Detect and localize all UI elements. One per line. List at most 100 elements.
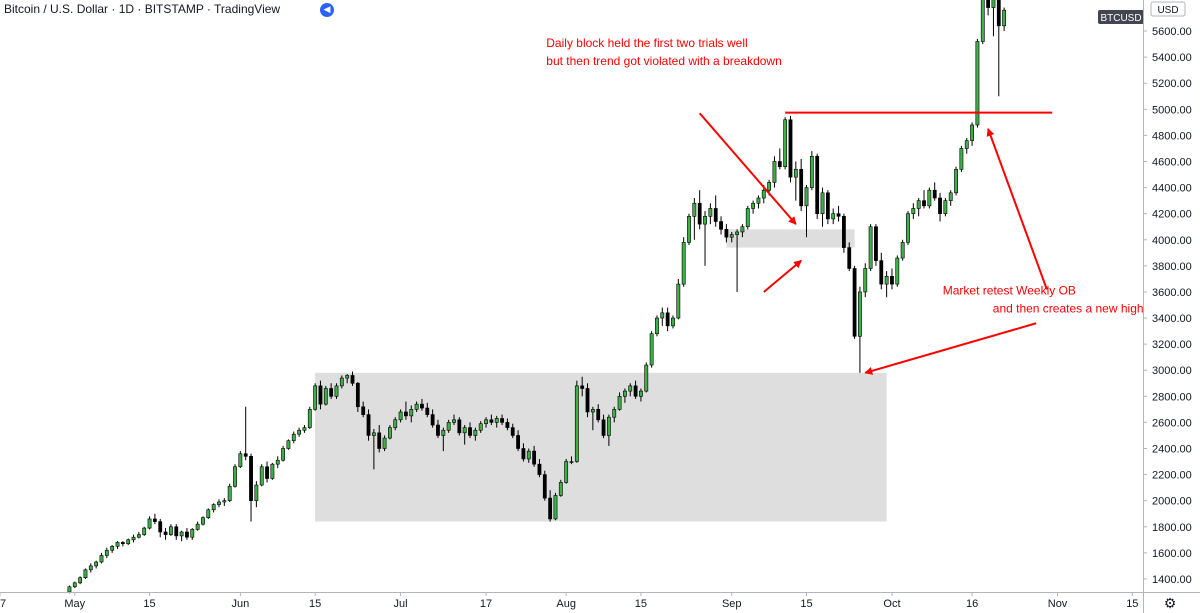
candle-body bbox=[564, 461, 569, 483]
time-tick-label: 15 bbox=[143, 598, 155, 610]
rewind-icon[interactable]: ◀ bbox=[320, 3, 334, 17]
time-tick-label: 15 bbox=[309, 598, 321, 610]
candle-body bbox=[291, 433, 296, 441]
candle-body bbox=[617, 396, 622, 410]
candle-body bbox=[420, 403, 424, 409]
chart-title: Bitcoin / U.S. Dollar · 1D · BITSTAMP · … bbox=[4, 2, 281, 16]
candle-body bbox=[841, 215, 846, 248]
price-axis[interactable]: 1400.00 1600.00 1800.00 2000.00 2200.00 2400.… bbox=[1143, 0, 1200, 613]
candle-body bbox=[211, 504, 216, 511]
candle-body bbox=[297, 429, 302, 435]
candle-body bbox=[542, 474, 547, 499]
price-tick-label: 2800.00 bbox=[1152, 391, 1192, 403]
candle-body bbox=[548, 497, 553, 520]
candle-body bbox=[863, 268, 868, 293]
candle-body bbox=[761, 189, 766, 199]
candle-body bbox=[521, 448, 526, 460]
candle-body bbox=[655, 317, 659, 334]
candle-body bbox=[398, 411, 403, 421]
candle-body bbox=[243, 453, 248, 457]
candle-body bbox=[649, 333, 654, 366]
candle-body bbox=[302, 427, 307, 431]
candle-body bbox=[452, 419, 456, 423]
candles bbox=[67, 0, 1007, 594]
candle-body bbox=[815, 155, 820, 214]
candle-body bbox=[120, 542, 125, 545]
price-tick-label: 5400.00 bbox=[1152, 52, 1192, 64]
candle-body bbox=[954, 169, 958, 194]
candle-body bbox=[227, 486, 232, 501]
candle-body bbox=[281, 448, 285, 461]
candle-body bbox=[377, 432, 382, 449]
price-tick-label: 5200.00 bbox=[1152, 78, 1192, 90]
candle-body bbox=[660, 312, 665, 319]
candle-body bbox=[510, 427, 515, 436]
candle-body bbox=[612, 409, 617, 418]
candle-body bbox=[948, 192, 953, 201]
candle-body bbox=[318, 385, 323, 405]
candle-body bbox=[724, 229, 729, 238]
candle-body bbox=[745, 208, 750, 228]
candle-body bbox=[446, 422, 451, 431]
candle-body bbox=[537, 463, 542, 475]
annotations: Daily block held the first two trials we… bbox=[546, 10, 1144, 375]
candle-body bbox=[430, 414, 435, 426]
candle-body bbox=[190, 529, 195, 538]
candle-body bbox=[366, 414, 371, 436]
candle-body bbox=[676, 283, 681, 319]
candle-body bbox=[713, 208, 718, 222]
candle-body bbox=[825, 192, 830, 220]
candle-body bbox=[355, 382, 360, 408]
candle-body bbox=[580, 385, 585, 389]
candle-body bbox=[387, 427, 392, 439]
candle-body bbox=[890, 275, 894, 285]
currency-button[interactable] bbox=[1150, 1, 1186, 17]
candle-body bbox=[265, 466, 269, 479]
candle-body bbox=[681, 242, 686, 285]
candle-body bbox=[131, 536, 136, 541]
time-tick-label: 15 bbox=[800, 598, 812, 610]
candle-body bbox=[500, 418, 504, 423]
candle-body bbox=[991, 0, 996, 8]
price-tick-label: 2000.00 bbox=[1152, 496, 1192, 508]
candle-body bbox=[900, 242, 905, 259]
note-weekly-ob-line1: Market retest Weekly OB bbox=[943, 284, 1076, 298]
candle-body bbox=[361, 406, 366, 415]
candle-body bbox=[83, 569, 88, 578]
time-tick-label: Aug bbox=[556, 598, 576, 610]
candle-body bbox=[67, 586, 72, 593]
candle-body bbox=[980, 0, 985, 42]
candle-body bbox=[409, 409, 414, 417]
candle-body bbox=[484, 419, 488, 425]
candle-body bbox=[804, 187, 809, 207]
candle-body bbox=[185, 531, 189, 538]
candle-body bbox=[793, 169, 798, 178]
candle-body bbox=[313, 385, 318, 410]
candle-body bbox=[884, 275, 889, 285]
candle-body bbox=[147, 518, 152, 529]
candle-body bbox=[516, 435, 520, 449]
candle-body bbox=[879, 260, 884, 285]
time-tick-label: Sep bbox=[722, 598, 742, 610]
candle-body bbox=[959, 148, 964, 170]
candle-body bbox=[831, 213, 836, 220]
candle-body bbox=[858, 291, 862, 337]
candle-body bbox=[783, 119, 788, 168]
price-tick-label: 4800.00 bbox=[1152, 130, 1192, 142]
candle-body bbox=[927, 189, 932, 207]
candle-body bbox=[970, 124, 974, 141]
time-tick-label: 15 bbox=[1126, 598, 1138, 610]
time-axis[interactable]: 17 May 15 Jun 15 Jul 17 Aug 15 Sep 15 Oct 16 Nov 15 ⚙ bbox=[0, 592, 1200, 612]
time-tick-label: 17 bbox=[480, 598, 492, 610]
candle-body bbox=[809, 155, 814, 188]
candle-body bbox=[895, 257, 900, 285]
candle-body bbox=[777, 161, 782, 168]
candle-body bbox=[574, 385, 579, 462]
candle-body bbox=[671, 317, 675, 327]
note-daily-block-line2: but then trend got violated with a break… bbox=[546, 54, 782, 68]
price-tick-label: 1600.00 bbox=[1152, 548, 1192, 560]
candle-body bbox=[964, 140, 969, 149]
candle-body bbox=[249, 456, 253, 501]
settings-gear-icon[interactable]: ⚙ bbox=[1164, 596, 1177, 612]
